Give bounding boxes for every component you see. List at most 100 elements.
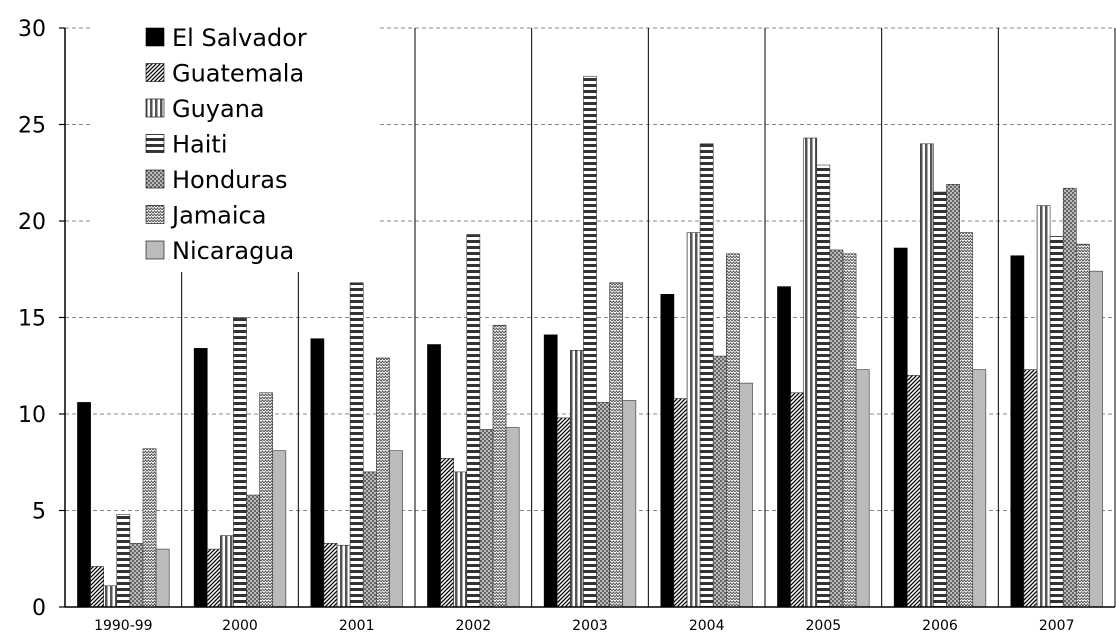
- bar-guyana-2004: [686, 232, 701, 608]
- bar-honduras-2004: [712, 355, 727, 608]
- bar-guyana-2000: [220, 535, 234, 608]
- bar-honduras-2000: [246, 494, 260, 608]
- x-tick-label: 2004: [689, 618, 725, 634]
- legend-swatch-jamaica: [145, 205, 165, 224]
- bar-el-salvador-1990-99: [77, 402, 91, 608]
- x-tick-label: 2007: [1039, 618, 1075, 634]
- legend-swatch-guatemala: [145, 63, 165, 82]
- y-tick-labels: 0 5 10 15 20 25 30: [18, 17, 46, 621]
- bar-haiti-2000: [233, 317, 247, 608]
- bar-el-salvador-2001: [310, 338, 325, 608]
- x-tick-label: 2003: [572, 618, 608, 634]
- bar-jamaica-2001: [376, 357, 390, 608]
- legend-swatch-el-salvador: [145, 27, 165, 47]
- bar-guatemala-2007: [1023, 369, 1038, 608]
- bar-honduras-2005: [829, 249, 844, 608]
- bar-guyana-2001: [336, 544, 351, 608]
- legend-swatch-honduras: [145, 169, 165, 189]
- legend-label-jamaica: Jamaica: [170, 202, 266, 230]
- bar-jamaica-2005: [842, 253, 857, 608]
- bar-guatemala-1990-99: [90, 566, 104, 608]
- bar-jamaica-2002: [492, 324, 507, 608]
- bar-jamaica-2006: [959, 232, 974, 608]
- bar-el-salvador-2007: [1010, 255, 1025, 608]
- bar-jamaica-2004: [726, 253, 740, 608]
- bar-jamaica-2007: [1076, 243, 1090, 608]
- y-tick-label: 5: [32, 500, 46, 525]
- bar-haiti-2007: [1049, 236, 1064, 608]
- bar-el-salvador-2000: [193, 348, 208, 608]
- bar-el-salvador-2005: [777, 286, 791, 608]
- bar-nicaragua-2001: [389, 450, 403, 608]
- bar-guatemala-2000: [206, 548, 221, 608]
- legend-swatch-guyana: [145, 98, 165, 118]
- bar-haiti-2001: [349, 282, 364, 608]
- bar-jamaica-2003: [609, 282, 624, 608]
- bar-nicaragua-2002: [505, 427, 520, 608]
- bar-nicaragua-2000: [272, 450, 287, 608]
- bar-honduras-2007: [1062, 187, 1077, 608]
- bar-el-salvador-2004: [660, 294, 675, 608]
- legend-label-guyana: Guyana: [172, 95, 265, 123]
- x-tick-label: 2001: [339, 618, 375, 634]
- bar-guatemala-2004: [673, 398, 688, 608]
- bar-jamaica-2000: [259, 392, 274, 608]
- bar-guyana-2007: [1036, 205, 1051, 608]
- bar-el-salvador-2002: [427, 344, 441, 608]
- bar-el-salvador-2006: [893, 247, 908, 608]
- bar-haiti-2002: [466, 234, 481, 608]
- bar-honduras-2002: [479, 429, 494, 608]
- bar-guatemala-2002: [440, 458, 454, 608]
- bar-guyana-2005: [803, 137, 818, 608]
- bar-haiti-2006: [933, 191, 947, 608]
- legend-label-guatemala: Guatemala: [172, 60, 304, 88]
- y-tick-label: 30: [18, 17, 46, 42]
- legend: El Salvador Guatemala Guyana Haiti Honduras J…: [90, 10, 380, 272]
- x-tick-label: 2006: [922, 618, 958, 634]
- bars-group: [77, 75, 1103, 608]
- bar-guyana-2002: [453, 471, 468, 608]
- x-tick-label: 2000: [222, 618, 258, 634]
- bar-nicaragua-2003: [622, 400, 637, 608]
- x-tick-label: 1990-99: [94, 618, 153, 634]
- legend-label-el-salvador: El Salvador: [172, 24, 307, 52]
- bar-honduras-2003: [596, 402, 610, 608]
- y-tick-label: 20: [18, 210, 46, 235]
- y-tick-label: 15: [18, 307, 46, 332]
- bar-guatemala-2003: [556, 417, 571, 608]
- x-tick-label: 2005: [806, 618, 842, 634]
- bar-haiti-2005: [816, 164, 831, 608]
- legend-label-honduras: Honduras: [172, 166, 287, 194]
- x-tick-label: 2002: [456, 618, 492, 634]
- bar-honduras-1990-99: [129, 543, 144, 608]
- bar-jamaica-1990-99: [142, 448, 157, 608]
- bar-nicaragua-2004: [739, 382, 753, 608]
- bar-nicaragua-1990-99: [155, 548, 170, 608]
- legend-swatch-haiti: [145, 134, 165, 153]
- bar-guyana-2006: [920, 143, 934, 608]
- bar-guatemala-2005: [790, 392, 804, 608]
- legend-label-nicaragua: Nicaragua: [172, 237, 294, 265]
- bar-guatemala-2006: [906, 375, 921, 608]
- bar-honduras-2001: [362, 471, 377, 608]
- axes: [59, 27, 1115, 608]
- y-tick-label: 25: [18, 114, 46, 139]
- bar-haiti-1990-99: [116, 514, 131, 608]
- y-tick-label: 0: [32, 596, 46, 621]
- bar-nicaragua-2007: [1089, 270, 1103, 608]
- bar-guatemala-2001: [323, 543, 338, 608]
- bar-guyana-2003: [570, 350, 584, 608]
- legend-swatch-nicaragua: [145, 240, 165, 260]
- bar-nicaragua-2005: [855, 369, 870, 608]
- bar-el-salvador-2003: [543, 334, 558, 608]
- y-tick-label: 10: [18, 403, 46, 428]
- legend-background: [90, 10, 380, 272]
- bar-haiti-2004: [699, 143, 714, 608]
- legend-label-haiti: Haiti: [172, 131, 228, 159]
- bar-guyana-1990-99: [103, 585, 118, 608]
- bar-nicaragua-2006: [972, 369, 987, 608]
- bar-haiti-2003: [583, 75, 597, 608]
- bar-honduras-2006: [946, 184, 960, 608]
- x-tick-labels: 1990-99 2000 2001 2002 2003 2004 2005 2006 2007: [94, 618, 1074, 634]
